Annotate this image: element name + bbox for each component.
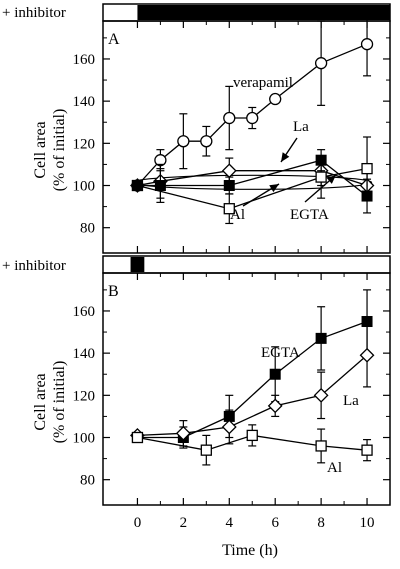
point-egta xyxy=(315,332,327,344)
point-la xyxy=(175,425,191,441)
x-axis-label: Time (h) xyxy=(222,542,278,559)
x-tick-label: 10 xyxy=(360,515,375,531)
point-al xyxy=(315,440,327,452)
point-verapamil xyxy=(360,38,374,51)
panel-b-frame xyxy=(102,272,391,506)
point-verapamil xyxy=(246,111,259,125)
panel-b-plot: EGTA La Al xyxy=(130,289,375,476)
point-al xyxy=(315,171,327,183)
y-axis-label-b-line1: Cell area xyxy=(32,373,49,430)
annotation-al: Al xyxy=(327,460,342,476)
point-la xyxy=(359,347,375,363)
series-line-la xyxy=(137,354,368,437)
point-verapamil xyxy=(269,92,282,106)
annotation-arrowhead xyxy=(269,184,279,193)
x-tick-label: 4 xyxy=(226,515,234,531)
inhibitor-label-b: + inhibitor xyxy=(2,258,66,274)
point-verapamil xyxy=(200,135,213,148)
point-egta xyxy=(315,154,327,166)
y-axis-label-a-line2: (% of initial) xyxy=(51,109,68,192)
y-tick-label: 160 xyxy=(73,304,96,320)
inhibitor-label-a: + inhibitor xyxy=(2,5,66,21)
point-egta xyxy=(131,180,143,192)
panel-a-axes: 80 100 120 140 160 xyxy=(73,21,390,253)
y-tick-label: 120 xyxy=(73,388,96,404)
annotation-al: Al xyxy=(230,207,245,223)
panel-a-plot: verapamil La Al EGTA xyxy=(130,11,375,225)
point-al xyxy=(361,444,373,456)
annotation-la: La xyxy=(343,393,359,409)
point-verapamil xyxy=(177,135,190,148)
x-tick-label: 6 xyxy=(271,515,279,531)
y-axis-label-b-line2: (% of initial) xyxy=(51,361,68,444)
y-tick-label: 160 xyxy=(73,52,96,68)
point-la xyxy=(267,398,283,414)
y-tick-label: 100 xyxy=(73,179,96,195)
point-la xyxy=(313,387,329,403)
point-la xyxy=(221,419,237,435)
point-al xyxy=(246,429,258,442)
inhibitor-fill xyxy=(130,257,145,272)
annotation-verapamil: verapamil xyxy=(233,75,293,91)
point-egta xyxy=(154,180,166,192)
point-egta xyxy=(361,190,373,202)
series-line-al xyxy=(137,167,368,210)
inhibitor-bar-a xyxy=(137,5,390,20)
point-al xyxy=(223,203,235,215)
point-al xyxy=(131,431,144,444)
point-egta xyxy=(269,368,281,380)
point-al xyxy=(361,162,373,175)
x-tick-label: 2 xyxy=(180,515,188,531)
series-line-egta xyxy=(137,320,368,439)
annotation-egta: EGTA xyxy=(261,345,300,361)
point-al xyxy=(200,444,212,456)
annotation-egta: EGTA xyxy=(290,207,329,223)
point-egta xyxy=(223,180,235,192)
y-tick-label: 140 xyxy=(73,346,96,362)
panel-a-label: A xyxy=(108,31,120,48)
panel-b-label: B xyxy=(108,283,119,300)
annotation-arrowhead xyxy=(326,175,336,184)
annotation-arrowhead xyxy=(281,152,290,162)
x-tick-label: 0 xyxy=(134,515,142,531)
y-tick-label: 80 xyxy=(80,473,95,489)
y-axis-label-a-line1: Cell area xyxy=(32,121,49,178)
panel-b-axes: 80 100 120 140 160 0 2 4 6 8 10 xyxy=(73,273,390,531)
grouping-ellipse xyxy=(132,174,373,190)
inhibitor-bar-b-frame xyxy=(102,255,391,274)
x-tick-label: 8 xyxy=(317,515,325,531)
y-tick-label: 120 xyxy=(73,136,96,152)
point-verapamil xyxy=(223,111,236,125)
panel-a-frame xyxy=(102,20,391,254)
inhibitor-fill xyxy=(137,5,390,20)
point-verapamil xyxy=(314,57,328,70)
inhibitor-bar-b xyxy=(130,257,145,272)
y-tick-label: 80 xyxy=(80,221,95,237)
annotation-la: La xyxy=(293,119,309,135)
y-tick-label: 100 xyxy=(73,431,96,447)
y-tick-label: 140 xyxy=(73,94,96,110)
